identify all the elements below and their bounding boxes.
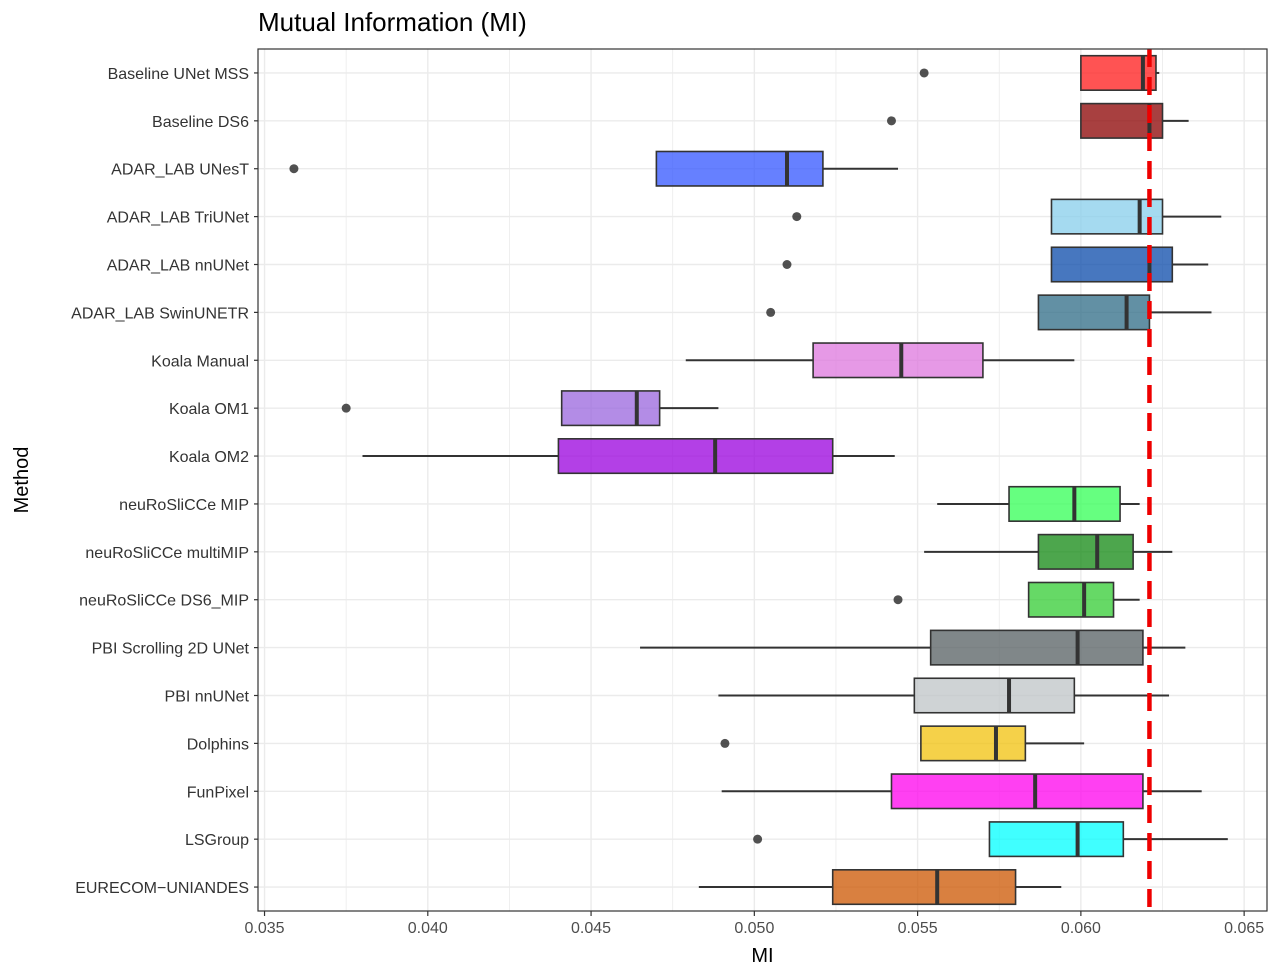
outlier-point xyxy=(753,834,763,844)
iqr-box xyxy=(920,725,1027,762)
iqr-box xyxy=(831,869,1017,906)
box-baseline-unet-mss xyxy=(919,54,1160,91)
iqr-box xyxy=(1027,581,1115,618)
x-tick-label: 0.045 xyxy=(571,920,611,937)
y-tick-label: PBI Scrolling 2D UNet xyxy=(92,641,250,658)
outlier-point xyxy=(893,595,903,605)
outlier-point xyxy=(341,403,351,413)
y-tick-label: neuRoSliCCe MIP xyxy=(119,497,249,514)
box-neuroslicce-multimip xyxy=(924,533,1173,570)
outlier-point xyxy=(886,116,896,126)
x-tick-label: 0.055 xyxy=(898,920,938,937)
y-tick-label: Baseline DS6 xyxy=(152,114,249,131)
panel-border xyxy=(257,48,1268,912)
y-axis-ticks: Baseline UNet MSS Baseline DS6 ADAR_LAB UN… xyxy=(71,66,258,897)
x-tick-label: 0.050 xyxy=(734,920,774,937)
y-tick-label: Dolphins xyxy=(187,736,249,753)
box-funpixel xyxy=(721,773,1202,810)
box-koala-manual xyxy=(685,342,1075,379)
y-axis-title: Method xyxy=(11,447,33,514)
y-tick-label: FunPixel xyxy=(187,784,249,801)
box-dolphins xyxy=(720,725,1085,762)
x-tick-label: 0.040 xyxy=(408,920,448,937)
iqr-box xyxy=(890,773,1144,810)
x-tick-label: 0.060 xyxy=(1061,920,1101,937)
box-adar-lab-nnunet xyxy=(782,246,1209,283)
box-adar-lab-triunet xyxy=(792,198,1222,235)
iqr-box xyxy=(1008,485,1121,522)
box-adar-lab-unest xyxy=(289,150,899,187)
y-tick-label: Koala OM2 xyxy=(169,449,249,466)
iqr-box xyxy=(655,150,824,187)
box-pbi-scrolling-2d-unet xyxy=(640,629,1186,666)
y-tick-label: EURECOM−UNIANDES xyxy=(75,880,249,897)
iqr-box xyxy=(560,390,661,427)
outlier-point xyxy=(919,68,929,78)
box-pbi-nnunet xyxy=(718,677,1170,714)
box-neuroslicce-ds6-mip xyxy=(893,581,1140,618)
y-tick-label: ADAR_LAB nnUNet xyxy=(107,258,250,275)
x-tick-label: 0.065 xyxy=(1224,920,1264,937)
y-tick-label: Koala Manual xyxy=(151,353,249,370)
iqr-box xyxy=(1050,198,1164,235)
box-koala-om2 xyxy=(362,438,895,475)
y-tick-label: neuRoSliCCe multiMIP xyxy=(85,545,249,562)
box-neuroslicce-mip xyxy=(937,485,1140,522)
outlier-point xyxy=(792,212,802,222)
y-tick-label: Baseline UNet MSS xyxy=(108,66,249,83)
iqr-box xyxy=(1037,294,1151,331)
outlier-point xyxy=(289,164,299,174)
iqr-box xyxy=(557,438,834,475)
y-tick-label: PBI nnUNet xyxy=(165,689,250,706)
y-tick-label: ADAR_LAB SwinUNETR xyxy=(71,305,249,322)
iqr-box xyxy=(1037,533,1134,570)
iqr-box xyxy=(913,677,1076,714)
y-tick-label: LSGroup xyxy=(185,832,249,849)
outlier-point xyxy=(720,738,730,748)
x-tick-label: 0.035 xyxy=(245,920,285,937)
outlier-point xyxy=(766,307,776,317)
x-axis-ticks: 0.035 0.040 0.045 0.050 0.055 0.060 0.065 xyxy=(245,911,1264,937)
chart-title: Mutual Information (MI) xyxy=(258,7,527,37)
box-koala-om1 xyxy=(341,390,719,427)
box-adar-lab-swinunetr xyxy=(766,294,1212,331)
y-tick-label: ADAR_LAB UNesT xyxy=(111,162,249,179)
iqr-box xyxy=(988,821,1125,858)
plot-area xyxy=(289,54,1228,906)
iqr-box xyxy=(1050,246,1174,283)
y-tick-label: ADAR_LAB TriUNet xyxy=(107,210,250,227)
box-eurecom-uniandes xyxy=(698,869,1062,906)
y-tick-label: Koala OM1 xyxy=(169,401,249,418)
box-lsgroup xyxy=(753,821,1228,858)
iqr-box xyxy=(929,629,1144,666)
iqr-box xyxy=(812,342,984,379)
outlier-point xyxy=(782,260,792,269)
x-axis-title: MI xyxy=(751,945,773,967)
y-tick-label: neuRoSliCCe DS6_MIP xyxy=(79,593,249,610)
